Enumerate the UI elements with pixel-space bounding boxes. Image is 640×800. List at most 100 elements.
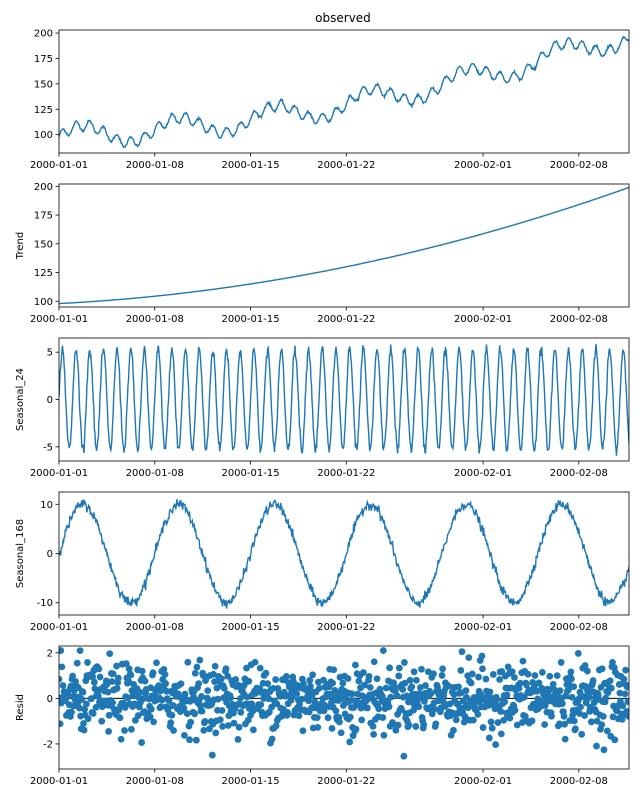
resid-point — [284, 708, 291, 716]
x-tick-label: 2000-02-08 — [550, 776, 608, 787]
x-tick-label: 2000-01-08 — [126, 160, 184, 171]
resid-point — [531, 672, 539, 679]
resid-point — [412, 676, 420, 684]
resid-point — [330, 666, 338, 674]
resid-point — [105, 728, 112, 735]
resid-point — [167, 719, 175, 727]
resid-point — [298, 695, 306, 703]
resid-point — [485, 734, 493, 742]
resid-point — [222, 665, 230, 673]
resid-point — [488, 724, 496, 732]
resid-point — [546, 672, 554, 680]
x-tick-label: 2000-01-22 — [317, 160, 375, 171]
resid-point — [106, 650, 114, 658]
resid-point — [306, 676, 314, 684]
x-tick-label: 2000-01-15 — [221, 622, 279, 633]
series-line-observed — [59, 35, 629, 149]
series-line-seasonal_168 — [59, 498, 629, 609]
resid-point — [227, 694, 234, 702]
resid-point — [198, 693, 205, 700]
figure-title: observed — [315, 11, 371, 25]
y-tick-label: 200 — [34, 29, 53, 40]
x-tick-label: 2000-02-08 — [550, 314, 608, 325]
resid-point — [113, 662, 120, 670]
resid-point — [80, 726, 88, 734]
resid-point — [408, 683, 416, 691]
resid-point — [192, 736, 200, 744]
resid-point — [76, 647, 84, 655]
resid-point — [187, 718, 195, 726]
x-tick-label: 2000-02-08 — [550, 468, 608, 479]
resid-point — [581, 662, 589, 669]
resid-point — [168, 711, 176, 719]
resid-point — [219, 723, 226, 730]
resid-point — [314, 678, 322, 686]
resid-point — [198, 707, 206, 715]
resid-point — [406, 676, 414, 684]
resid-point — [117, 735, 125, 743]
resid-point — [224, 672, 232, 680]
resid-point — [565, 686, 572, 693]
resid-point — [272, 722, 280, 730]
x-tick-label: 2000-01-15 — [221, 776, 279, 787]
resid-point — [561, 735, 569, 743]
resid-point — [230, 719, 238, 727]
y-tick-label: 175 — [34, 54, 53, 65]
resid-point — [574, 650, 582, 657]
resid-point — [157, 703, 165, 711]
resid-point — [329, 679, 336, 687]
resid-point — [607, 684, 615, 692]
resid-point — [79, 688, 87, 696]
x-tick-label: 2000-01-01 — [30, 468, 88, 479]
resid-point — [625, 710, 629, 717]
resid-point — [365, 673, 373, 680]
resid-point — [236, 695, 244, 702]
resid-point — [149, 669, 157, 677]
resid-point — [138, 739, 146, 746]
resid-point — [422, 682, 429, 689]
x-tick-label: 2000-02-01 — [454, 160, 512, 171]
resid-point — [581, 712, 588, 719]
resid-point — [64, 691, 72, 699]
resid-point — [427, 690, 435, 698]
resid-point — [401, 659, 408, 666]
resid-point — [567, 668, 575, 676]
resid-point — [379, 647, 387, 654]
resid-point — [313, 714, 321, 722]
y-tick-label: 175 — [34, 211, 53, 222]
resid-point — [432, 720, 440, 728]
resid-point — [430, 670, 437, 678]
y-axis-label: Resid — [15, 694, 26, 721]
resid-point — [256, 664, 264, 672]
resid-point — [361, 681, 368, 689]
resid-point — [438, 672, 446, 679]
y-tick-label: 0 — [47, 395, 53, 406]
resid-point — [462, 687, 470, 694]
axes-frame — [58, 645, 630, 770]
resid-point — [401, 679, 409, 687]
resid-point — [200, 726, 208, 734]
resid-point — [405, 721, 413, 729]
resid-point — [59, 720, 64, 728]
resid-point — [235, 723, 243, 731]
resid-point — [541, 721, 549, 728]
resid-point — [370, 730, 378, 738]
resid-point — [68, 708, 75, 716]
resid-point — [81, 705, 89, 713]
resid-point — [201, 718, 209, 725]
resid-point — [587, 718, 595, 726]
x-tick-label: 2000-01-01 — [30, 776, 88, 787]
resid-point — [572, 725, 579, 733]
x-tick-label: 2000-01-01 — [30, 160, 88, 171]
y-tick-label: -10 — [37, 598, 53, 609]
resid-point — [208, 751, 216, 759]
resid-point — [84, 715, 92, 723]
y-tick-label: 150 — [34, 239, 53, 250]
resid-point — [84, 659, 91, 666]
resid-point — [121, 727, 128, 734]
resid-point — [234, 736, 242, 743]
resid-point — [558, 700, 566, 708]
resid-point — [69, 672, 77, 680]
resid-point — [583, 667, 591, 675]
